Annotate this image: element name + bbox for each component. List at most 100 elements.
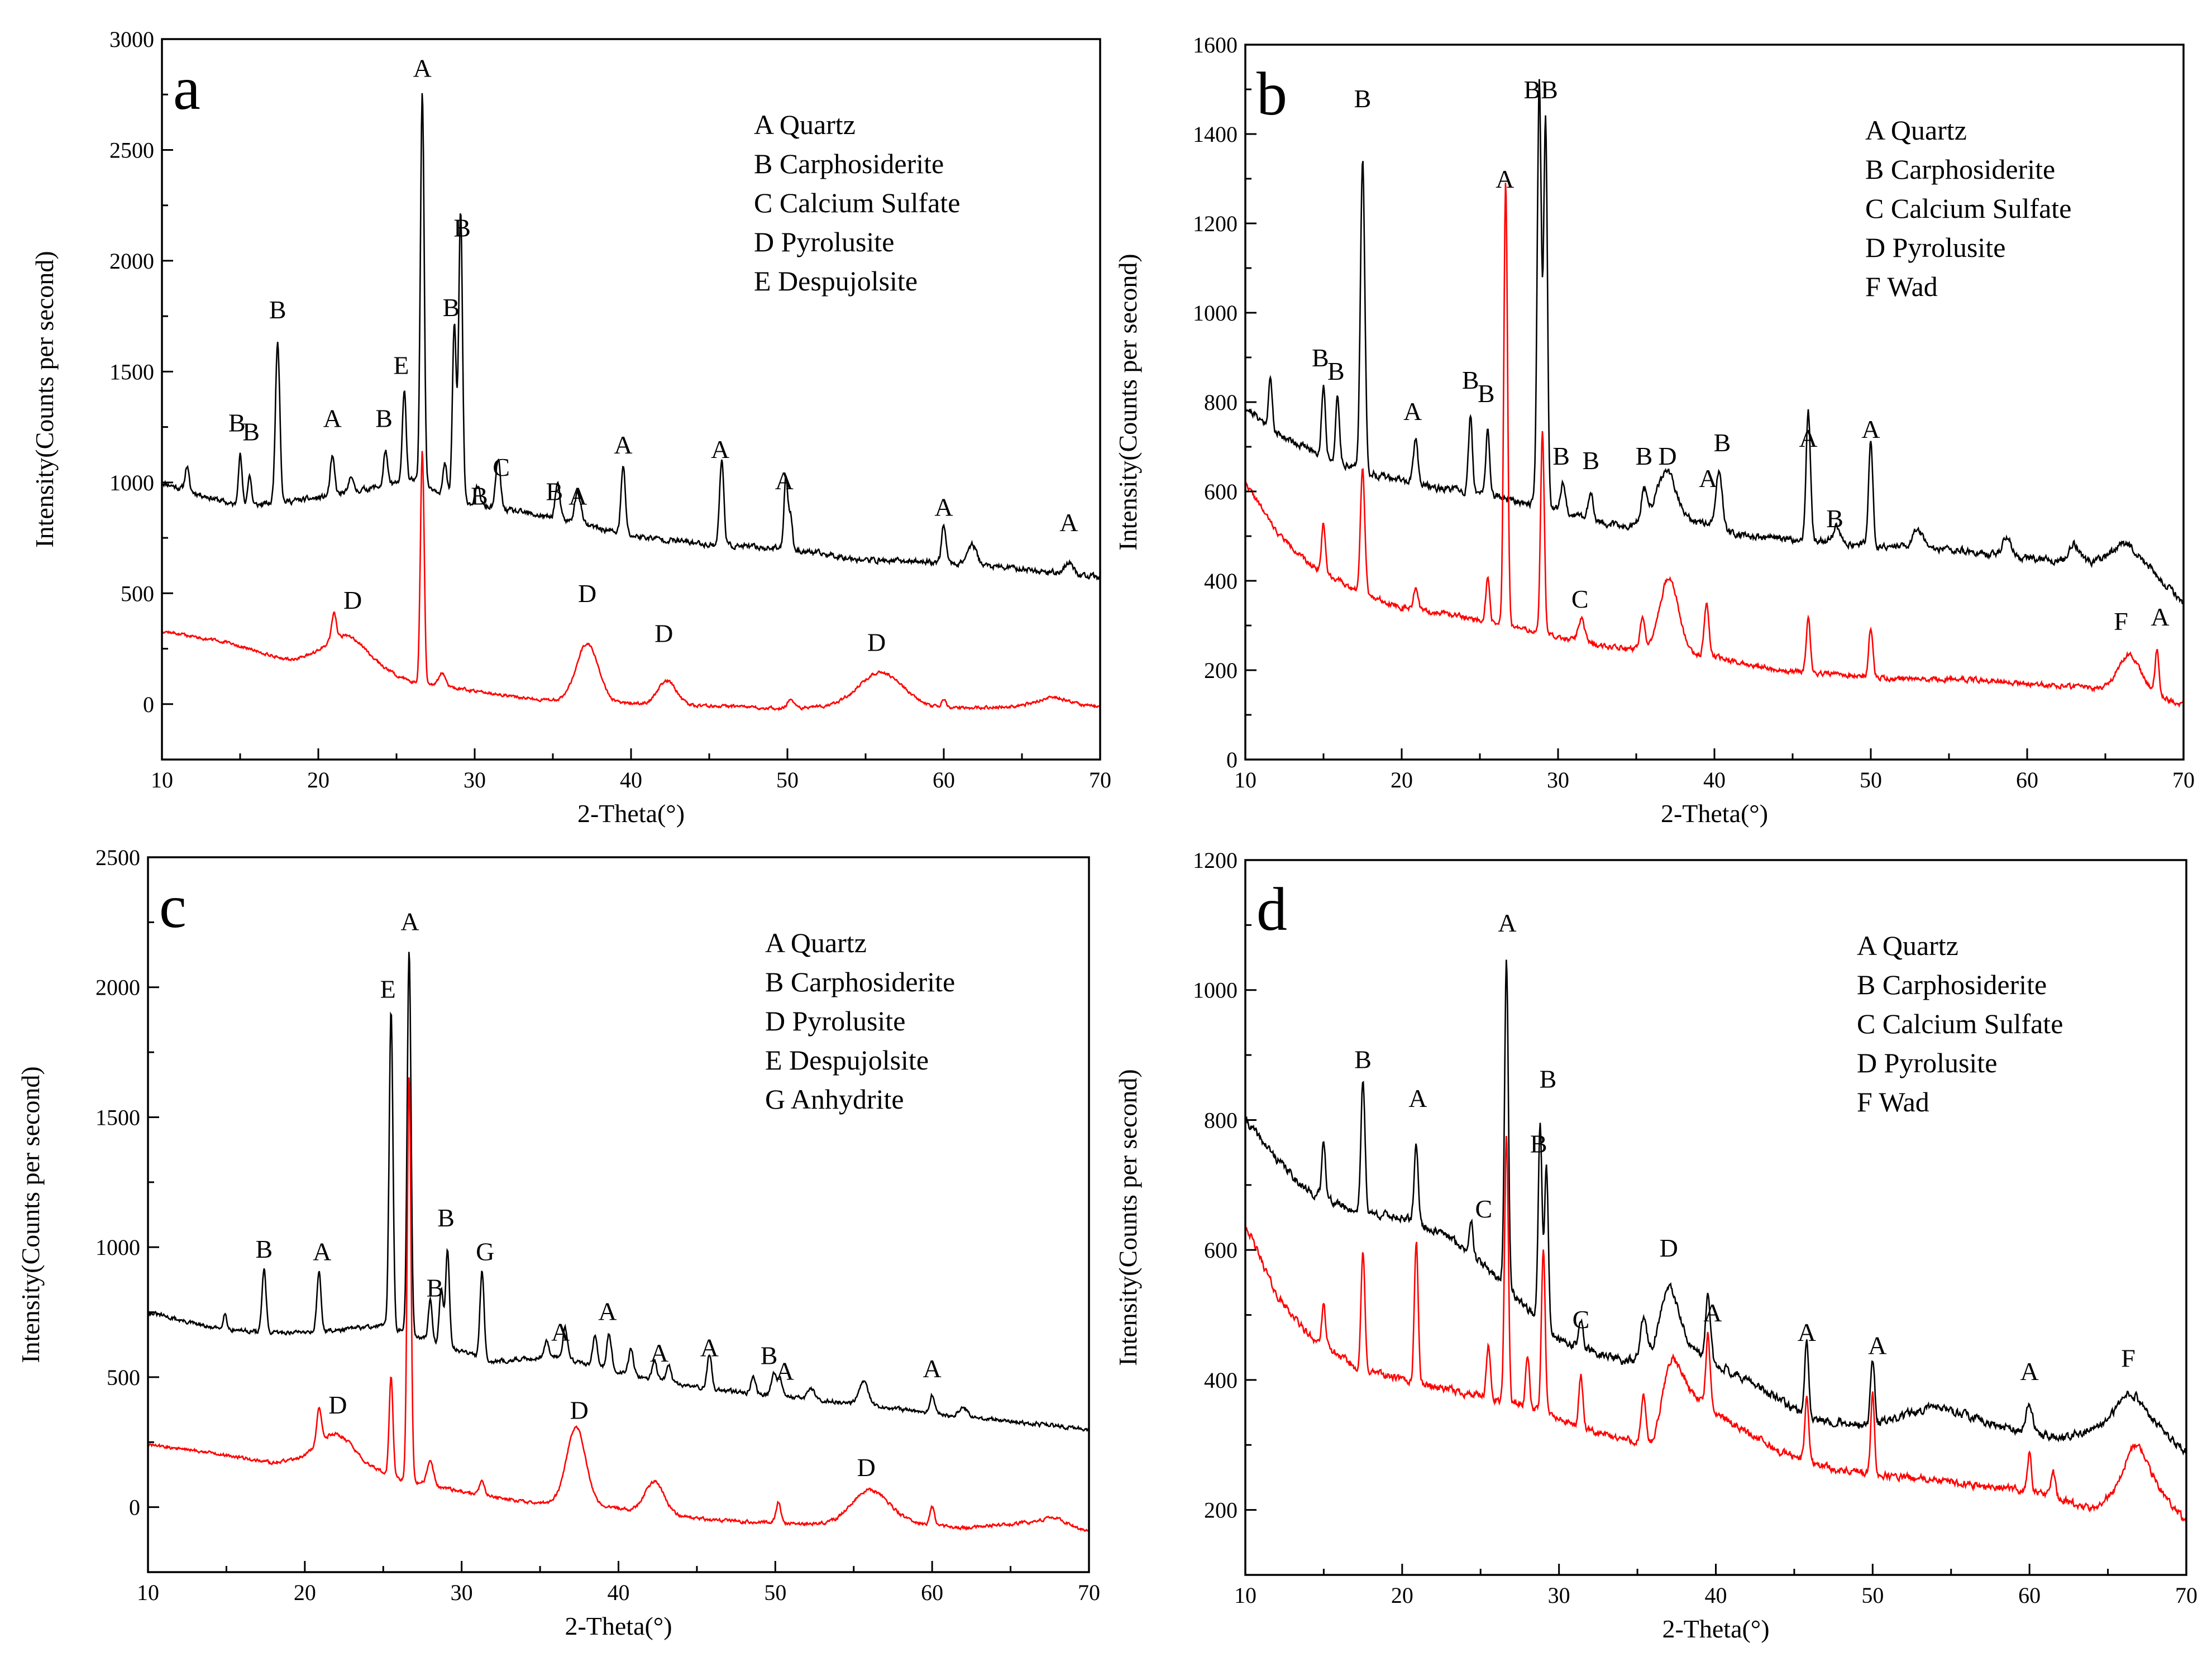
peak-label: B xyxy=(443,293,460,322)
peak-label: A xyxy=(313,1237,331,1266)
y-tick-label: 800 xyxy=(1204,390,1238,415)
x-tick-label: 20 xyxy=(307,767,329,792)
peak-label: A xyxy=(1868,1331,1886,1359)
peak-label: A xyxy=(1496,165,1514,193)
peak-label: A xyxy=(1798,1318,1816,1346)
legend-entry: C Calcium Sulfate xyxy=(754,187,960,218)
x-tick-label: 10 xyxy=(151,767,173,792)
peak-label: B xyxy=(1582,446,1599,475)
peak-label: B xyxy=(1714,428,1731,457)
y-tick-label: 800 xyxy=(1204,1107,1238,1133)
x-tick-label: 60 xyxy=(921,1580,943,1605)
legend-entry: D Pyrolusite xyxy=(1857,1047,1997,1078)
x-axis-title: 2-Theta(°) xyxy=(565,1612,672,1640)
x-tick-label: 10 xyxy=(1234,1583,1257,1608)
peak-label: F xyxy=(2121,1344,2135,1373)
panel-letter: d xyxy=(1257,875,1287,943)
peak-label: A xyxy=(650,1339,668,1367)
peak-label: A xyxy=(1699,464,1717,493)
legend: A Quartz B Carphosiderite C Calcium Sulfat… xyxy=(1857,930,2063,1118)
peak-label: A xyxy=(551,1318,570,1346)
x-tick-label: 20 xyxy=(294,1580,316,1605)
series-line-black xyxy=(147,952,1090,1432)
legend-entry: D Pyrolusite xyxy=(765,1005,905,1037)
peak-label: C xyxy=(1475,1195,1493,1223)
y-tick-label: 1600 xyxy=(1193,32,1238,58)
legend-entry: B Carphosiderite xyxy=(765,966,955,997)
panel-letter: a xyxy=(173,54,200,122)
chart-panel-b: 10 20 30 40 50 60 70 0 200 400 600 800 1000 1200 1400 1… xyxy=(1114,32,2195,828)
y-tick-label: 1000 xyxy=(109,470,154,495)
x-axis-title: 2-Theta(°) xyxy=(577,799,685,828)
peak-label: B xyxy=(546,478,563,506)
panel-letter: b xyxy=(1257,60,1287,128)
peak-label: B xyxy=(1540,1064,1557,1093)
y-tick-label: 1000 xyxy=(1193,300,1238,326)
peak-label: B xyxy=(1327,357,1345,385)
peak-label: B xyxy=(1462,366,1479,394)
peak-label: B xyxy=(1636,442,1653,470)
x-axis-title: 2-Theta(°) xyxy=(1661,799,1768,828)
peak-label: A xyxy=(568,482,587,510)
peak-label: B xyxy=(228,409,246,437)
legend-entry: B Carphosiderite xyxy=(754,148,944,179)
y-tick-label: 2000 xyxy=(109,249,154,274)
peak-label: C xyxy=(493,453,510,481)
chart-panel-a: 10 20 30 40 50 60 70 0 500 1000 1500 2000 2500 3000 2-… xyxy=(30,27,1111,828)
chart-panel-d: 10 20 30 40 50 60 70 200 400 600 800 1000 1200 2-Thet… xyxy=(1114,848,2197,1643)
peak-label: B xyxy=(1826,504,1843,533)
x-tick-label: 40 xyxy=(1703,767,1726,792)
peak-label: A xyxy=(2151,603,2169,631)
y-tick-label: 200 xyxy=(1204,1498,1238,1523)
x-tick-label: 70 xyxy=(1078,1580,1100,1605)
peak-label: D xyxy=(343,586,362,614)
peak-label: A xyxy=(775,466,794,495)
y-tick-label: 600 xyxy=(1204,479,1238,504)
peak-label: B xyxy=(1552,442,1570,470)
peak-label: A xyxy=(1861,415,1880,443)
peak-label: C xyxy=(1571,585,1589,613)
peak-label: B xyxy=(1312,343,1329,372)
y-tick-label: 0 xyxy=(143,692,154,717)
peak-label: A xyxy=(1408,1084,1427,1112)
legend-entry: G Anhydrite xyxy=(765,1083,904,1115)
y-tick-label: 1200 xyxy=(1193,848,1238,873)
series-line-red xyxy=(1244,1136,2187,1524)
legend-entry: C Calcium Sulfate xyxy=(1865,193,2071,224)
peak-label: A xyxy=(598,1297,617,1326)
peak-label: D xyxy=(570,1396,589,1424)
peak-label: BB xyxy=(1524,75,1558,104)
y-tick-label: 200 xyxy=(1204,658,1238,683)
legend: A Quartz B Carphosiderite C Calcium Sulfat… xyxy=(1865,114,2071,302)
peak-label: B xyxy=(453,213,471,242)
peak-label: A xyxy=(1403,397,1422,426)
peak-label: B xyxy=(1354,1045,1372,1073)
peak-label: D xyxy=(328,1391,347,1419)
y-tick-label: 500 xyxy=(107,1365,140,1390)
x-tick-label: 30 xyxy=(464,767,486,792)
legend-entry: D Pyrolusite xyxy=(1865,232,2005,263)
peak-label: B xyxy=(761,1341,778,1370)
peak-label: B xyxy=(255,1235,273,1263)
y-tick-label: 600 xyxy=(1204,1238,1238,1263)
y-tick-label: 2000 xyxy=(95,975,140,1000)
peak-label: A xyxy=(711,435,729,464)
x-tick-label: 30 xyxy=(1548,1583,1570,1608)
chart-panel-c: 10 20 30 40 50 60 70 0 500 1000 1500 2000 2500 2-Thet… xyxy=(16,845,1100,1640)
legend: A Quartz B Carphosiderite D Pyrolusite E De… xyxy=(765,927,955,1115)
y-tick-label: 1200 xyxy=(1193,211,1238,236)
peak-label: B xyxy=(269,295,286,324)
x-tick-label: 40 xyxy=(620,767,642,792)
peak-label: D xyxy=(867,628,886,657)
y-tick-label: 1000 xyxy=(95,1235,140,1260)
legend-entry: C Calcium Sulfate xyxy=(1857,1008,2063,1039)
peak-label: D xyxy=(654,619,673,648)
peak-label: A xyxy=(1498,909,1516,937)
peak-label: E xyxy=(380,975,396,1003)
x-tick-label: 70 xyxy=(2175,1583,2197,1608)
legend-entry: A Quartz xyxy=(765,927,867,958)
series-line-red xyxy=(147,1077,1090,1533)
peak-label: B xyxy=(437,1204,455,1232)
legend-entry: A Quartz xyxy=(1857,930,1958,961)
y-tick-label: 1000 xyxy=(1193,978,1238,1003)
